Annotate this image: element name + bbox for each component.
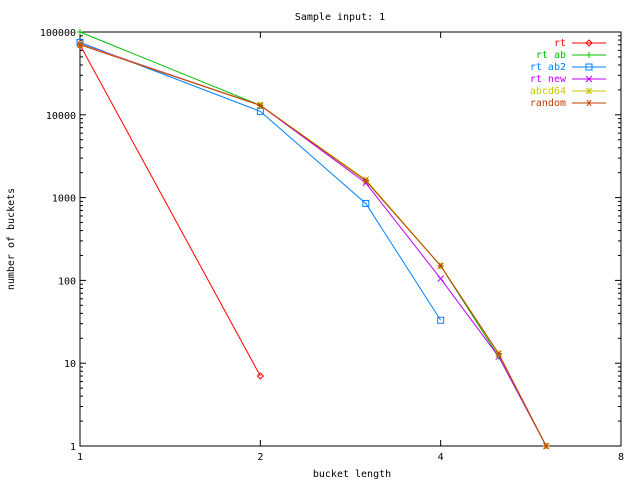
legend-label: rt new [530,74,567,85]
x-tick-label: 8 [618,452,624,463]
series-rt-ab2 [76,38,445,324]
y-tick-label: 1 [70,442,76,453]
data-point-marker [437,275,445,282]
plot-frame [79,31,622,447]
data-point-marker [585,63,593,71]
y-tick-label: 10 [64,359,76,370]
x-tick-label: 4 [438,452,444,463]
data-point-marker [362,199,370,207]
y-tick-label: 100 [58,276,76,287]
data-point-marker [362,177,369,184]
data-point-marker [256,372,265,380]
y-tick-label: 100000 [40,28,76,39]
series-random [77,41,550,450]
series-rt [76,41,265,380]
series-line [79,44,261,377]
legend-label: rt ab2 [530,62,566,73]
data-point-marker [585,87,593,95]
data-point-marker [437,316,445,324]
chart-title: Sample input: 1 [295,12,385,23]
y-tick-label: 1000 [52,194,76,205]
series-layer [76,29,550,450]
series-line [79,41,442,321]
data-point-marker [77,29,83,35]
data-point-marker [586,99,592,107]
data-point-marker [543,442,550,450]
data-point-marker [437,262,444,270]
data-point-marker [362,176,370,183]
legend-label: rt [554,38,566,49]
series-line [79,31,547,447]
legend-label: abcd64 [530,86,566,97]
data-point-marker [495,350,502,358]
y-tick-label: 10000 [46,111,76,122]
data-point-marker [256,107,264,115]
axis-ticks: 1 10 100 1000 10000 100000 1 2 4 8 [40,28,624,463]
series-rt-new [76,40,550,450]
data-point-marker [77,41,83,49]
series-line [79,44,547,447]
legend-label: rt ab [536,50,566,61]
data-point-marker [257,102,264,109]
x-tick-label: 2 [257,452,263,463]
legend-label: random [530,98,566,109]
series-abcd64 [76,40,550,450]
x-axis-label: bucket length [313,469,391,480]
series-line [79,43,547,447]
series-rt-ab [77,29,550,449]
x-tick-label: 1 [77,452,83,463]
data-point-marker [585,39,593,47]
y-axis-label: number of buckets [6,188,17,290]
data-point-marker [585,75,593,83]
series-line [79,43,547,447]
data-point-marker [586,52,592,58]
